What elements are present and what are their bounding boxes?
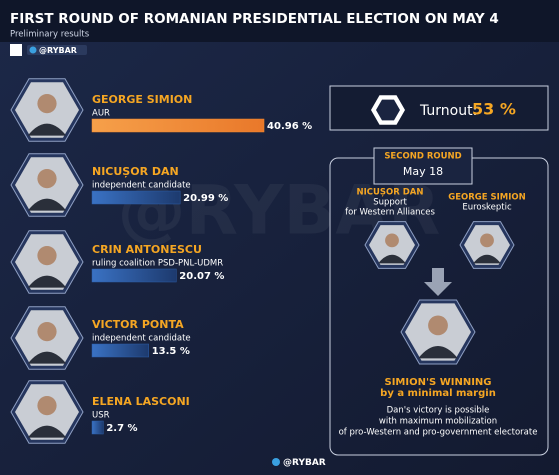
portrait-head bbox=[480, 233, 494, 248]
portrait-suit bbox=[27, 425, 67, 438]
candidate-name: NICUȘOR DAN bbox=[92, 165, 179, 178]
bar bbox=[91, 190, 181, 205]
value-label: 2.7 % bbox=[106, 423, 137, 434]
arrow bbox=[424, 268, 452, 296]
telegram-icon bbox=[272, 458, 280, 466]
note: Dan's victory is possible bbox=[387, 406, 490, 416]
portrait-suit bbox=[27, 123, 67, 136]
value-label: 40.96 % bbox=[267, 121, 312, 132]
bar bbox=[91, 343, 149, 358]
bar bbox=[91, 118, 265, 133]
runoff-name: NICUȘOR DAN bbox=[356, 188, 423, 198]
second-round-title: SECOND ROUND bbox=[384, 152, 461, 162]
footer-brand: @RYBAR bbox=[283, 458, 326, 468]
second-round-tab bbox=[373, 147, 473, 185]
qr-code bbox=[10, 44, 22, 56]
bar bbox=[91, 268, 177, 283]
runoff-name: GEORGE SIMION bbox=[448, 193, 526, 203]
runoff-description: Euroskeptic bbox=[462, 203, 512, 213]
portrait-suit bbox=[418, 346, 458, 359]
portrait-head bbox=[428, 315, 448, 336]
turnout-value: 53 % bbox=[472, 100, 516, 119]
portrait-head bbox=[37, 322, 57, 342]
candidate-party: independent candidate bbox=[92, 334, 191, 344]
brand: @RYBAR bbox=[39, 46, 77, 55]
candidate-party: ruling coalition PSD-PNL-UDMR bbox=[92, 259, 223, 269]
telegram-icon bbox=[29, 46, 37, 54]
value-label: 13.5 % bbox=[152, 346, 190, 357]
portrait-suit bbox=[27, 275, 67, 288]
note: of pro-Western and pro-government electo… bbox=[339, 428, 538, 438]
turnout-icon-inner bbox=[376, 99, 400, 121]
candidate-name: CRIN ANTONESCU bbox=[92, 243, 202, 256]
title: FIRST ROUND OF ROMANIAN PRESIDENTIAL ELE… bbox=[10, 11, 499, 27]
turnout-label: Turnout: bbox=[419, 103, 477, 119]
value-label: 20.07 % bbox=[179, 271, 224, 282]
portrait-suit bbox=[27, 198, 67, 211]
portrait-head bbox=[37, 246, 57, 266]
portrait-head bbox=[37, 94, 57, 114]
portrait-suit bbox=[473, 254, 501, 264]
candidate-party: AUR bbox=[92, 109, 110, 119]
value-label: 20.99 % bbox=[183, 193, 228, 204]
subtitle: Preliminary results bbox=[10, 30, 90, 40]
candidate-name: ELENA LASCONI bbox=[92, 395, 190, 408]
brand-badge bbox=[27, 45, 87, 55]
candidate-name: GEORGE SIMION bbox=[92, 93, 192, 106]
note: with maximum mobilization bbox=[379, 417, 497, 427]
second-round-date: May 18 bbox=[403, 165, 443, 178]
portrait-suit bbox=[378, 254, 406, 264]
portrait-suit bbox=[27, 351, 67, 364]
turnout-box bbox=[329, 85, 549, 131]
header-band bbox=[0, 0, 559, 42]
candidate-party: independent candidate bbox=[92, 181, 191, 191]
verdict: by a minimal margin bbox=[380, 388, 496, 399]
portrait-head bbox=[37, 396, 57, 416]
portrait-head bbox=[385, 233, 399, 248]
candidate-party: USR bbox=[92, 411, 110, 421]
portrait-head bbox=[37, 169, 57, 189]
runoff-description: Support bbox=[373, 198, 407, 208]
candidate-name: VICTOR PONTA bbox=[92, 318, 184, 331]
verdict: SIMION'S WINNING bbox=[385, 377, 492, 388]
runoff-description: for Western Alliances bbox=[345, 208, 435, 218]
bar bbox=[91, 420, 104, 435]
